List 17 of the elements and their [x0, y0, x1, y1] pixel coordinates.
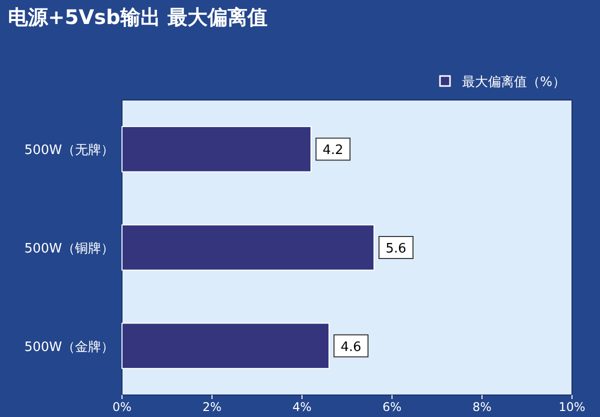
x-tick-label: 2%	[202, 400, 222, 414]
data-label: 5.6	[386, 242, 406, 256]
x-tick-label: 0%	[112, 400, 132, 414]
bar	[122, 224, 374, 271]
bar	[122, 322, 330, 369]
bar	[122, 126, 312, 172]
y-tick-label: 500W（无牌）	[24, 143, 114, 158]
x-tick-label: 4%	[292, 400, 312, 414]
data-label: 4.6	[340, 340, 362, 355]
data-label: 4.2	[322, 143, 344, 158]
x-tick-label: 8%	[472, 400, 492, 414]
chart-title: 电源+5Vsb输出 最大偏离值	[8, 5, 268, 29]
x-tick-label: 10%	[558, 400, 586, 414]
legend-label: 最大偏离值（%）	[462, 74, 566, 90]
y-tick-label: 500W（金牌）	[24, 340, 114, 355]
x-tick-label: 6%	[382, 400, 402, 414]
y-tick-label: 500W（铜牌）	[24, 242, 114, 256]
